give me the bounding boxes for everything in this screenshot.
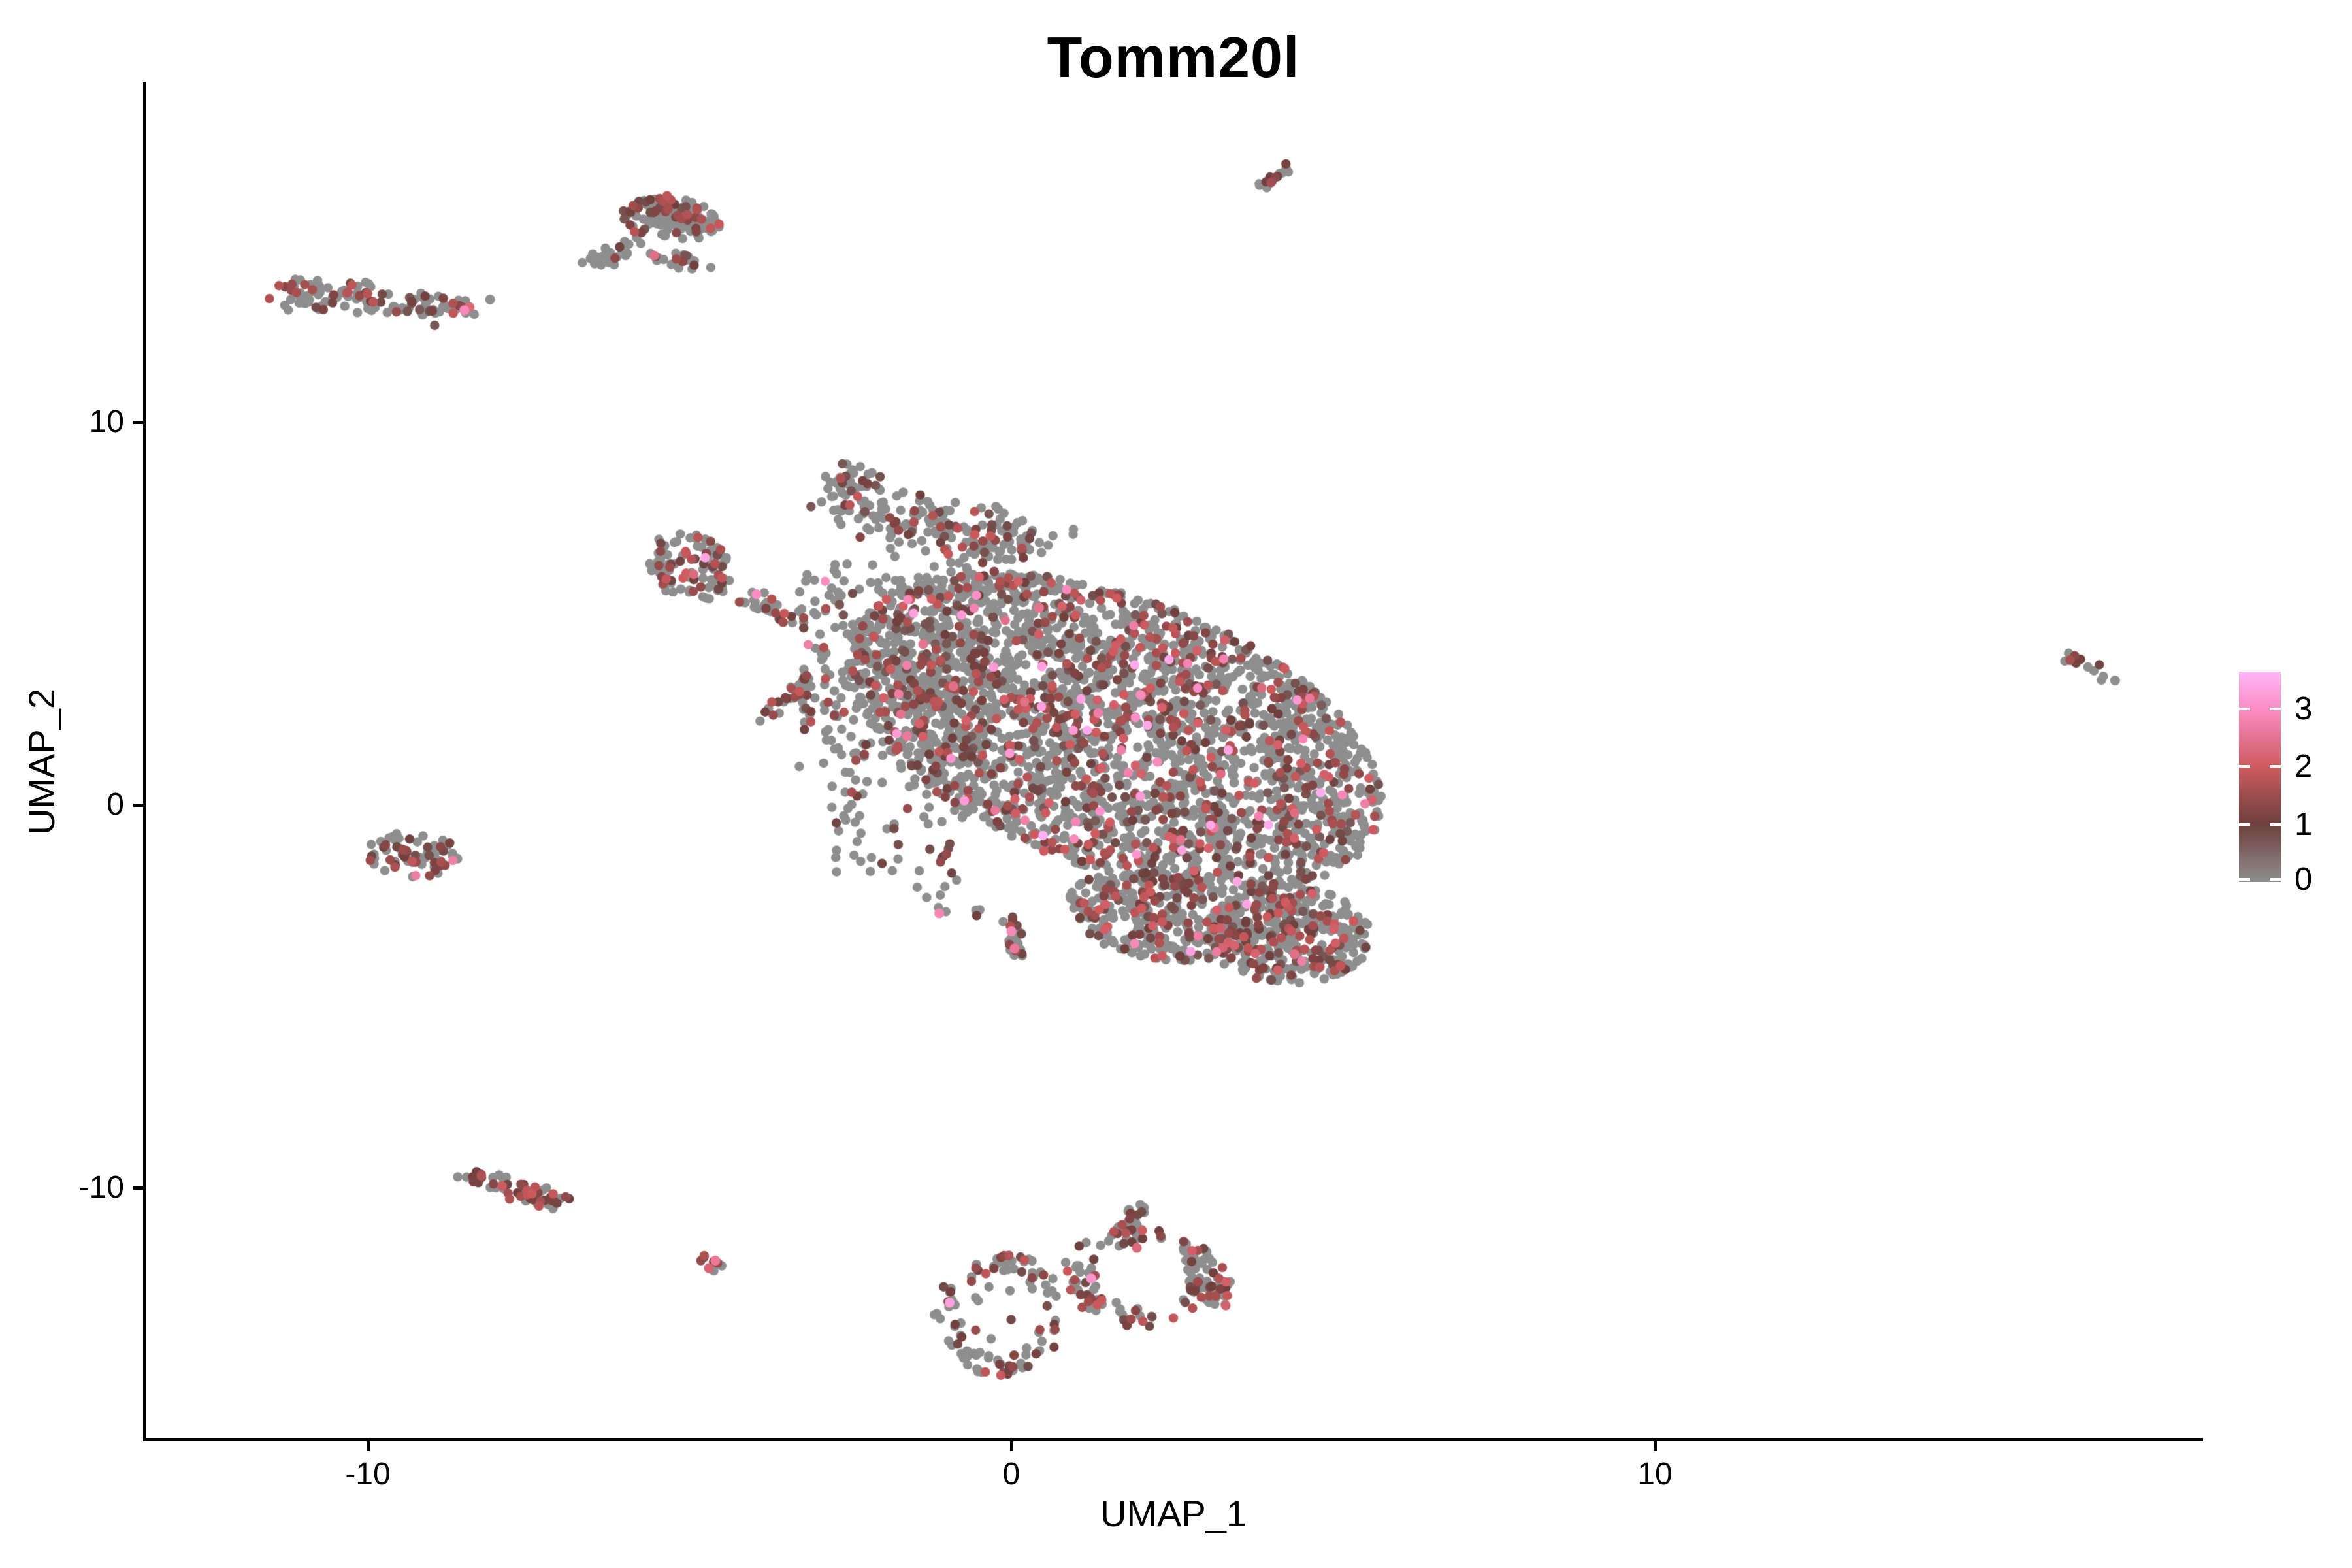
x-tick-label: 10 [1637,1457,1673,1492]
colorbar-tick-label: 2 [2295,749,2313,785]
y-axis-title: UMAP_2 [21,688,62,836]
y-tick-mark [133,1186,143,1190]
y-tick-label: 0 [106,787,124,822]
y-tick-mark [133,804,143,807]
y-tick-label: 10 [89,404,124,439]
y-axis-line [143,82,146,1441]
x-axis-title: UMAP_1 [1100,1493,1247,1534]
colorbar-tick-mark [2270,765,2281,768]
colorbar-tick-mark [2239,707,2250,710]
x-axis-line [143,1438,2203,1441]
x-tick-mark [1654,1441,1657,1451]
colorbar-tick-mark [2270,823,2281,826]
colorbar-tick-label: 1 [2295,806,2313,842]
colorbar-tick-mark [2239,878,2250,881]
x-tick-label: -10 [345,1457,391,1492]
colorbar-tick-label: 3 [2295,691,2313,727]
x-tick-mark [367,1441,370,1451]
x-tick-mark [1010,1441,1013,1451]
y-tick-mark [133,421,143,424]
colorbar-tick-mark [2270,878,2281,881]
colorbar-tick-mark [2239,823,2250,826]
colorbar-tick-mark [2270,707,2281,710]
colorbar-tick-label: 0 [2295,862,2313,897]
colorbar-gradient [2239,672,2281,882]
colorbar-tick-mark [2239,765,2250,768]
plot-title: Tomm20l [1047,25,1300,90]
y-tick-label: -10 [78,1170,124,1205]
x-tick-label: 0 [1002,1457,1021,1492]
